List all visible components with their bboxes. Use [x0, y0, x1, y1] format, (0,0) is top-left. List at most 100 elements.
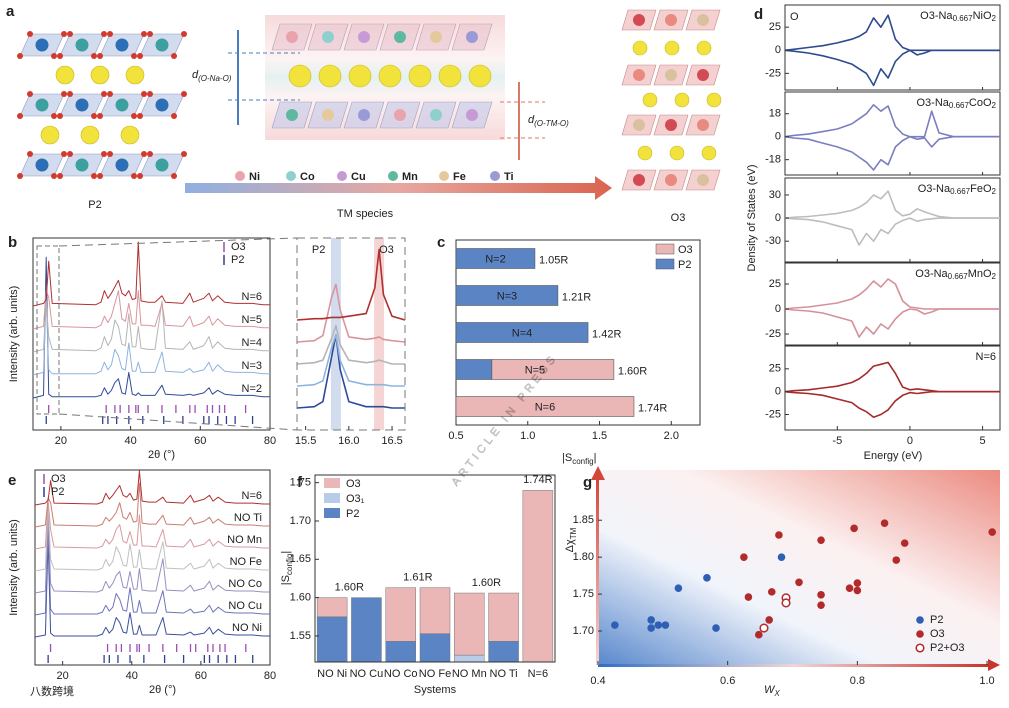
na-atom	[90, 65, 110, 85]
x-tick-label: 1.5	[592, 430, 607, 442]
text-part: d	[528, 114, 535, 126]
tm-atom	[322, 31, 334, 43]
tm-atom	[466, 109, 478, 121]
tm-atom	[155, 158, 169, 172]
category-label: N=5	[525, 364, 546, 376]
bar-segment	[316, 597, 348, 618]
x-axis-arrowhead	[988, 659, 1000, 671]
series-label: NO Ni	[232, 622, 262, 634]
legend-label: O3	[346, 478, 361, 490]
o-atom	[61, 151, 67, 157]
x-tick-label: NO Ni	[317, 668, 347, 680]
panel-title: O3-Na0.667NiO2	[920, 10, 996, 23]
o-atom	[181, 31, 187, 37]
tm-atom	[697, 69, 709, 81]
o-atom	[27, 31, 33, 37]
species-dot	[235, 171, 245, 181]
tm-atom	[665, 69, 677, 81]
p2-label: P2	[88, 199, 101, 211]
tm-atom	[697, 14, 709, 26]
x-tick-label: NO Mn	[452, 668, 487, 680]
plot-frame	[784, 177, 1001, 263]
na-atom	[669, 145, 685, 161]
text-part: MnO	[968, 268, 992, 280]
bar-segment	[455, 285, 559, 306]
x-tick-label: NO Cu	[350, 668, 384, 680]
panel-label: f	[297, 474, 303, 491]
data-line	[32, 241, 270, 307]
y-axis-label: ΔχTM	[564, 527, 578, 552]
series-label: N=4	[242, 337, 263, 349]
tm-atom	[430, 31, 442, 43]
x-tick-label: 0.5	[448, 430, 463, 442]
o-atom	[147, 151, 153, 157]
tm-atom	[155, 38, 169, 52]
o-atom	[171, 53, 177, 59]
species-label: Ti	[504, 171, 514, 183]
data-line	[784, 49, 1000, 87]
x-axis-bar	[598, 664, 988, 667]
o-atom	[97, 173, 103, 179]
x-tick-label: 15.5	[295, 435, 316, 447]
o-atom	[131, 173, 137, 179]
text-part: O3-Na	[916, 97, 949, 109]
text-part: |S	[280, 575, 292, 585]
x-tick-label: NO Ti	[490, 668, 518, 680]
o-atom	[101, 151, 107, 157]
data-line	[34, 526, 270, 616]
scatter-point	[777, 553, 786, 561]
series-label: N=3	[242, 360, 263, 372]
group-label: 1.60R	[335, 582, 364, 594]
tm-atom	[633, 69, 645, 81]
tm-arrow	[185, 176, 612, 200]
text-part: 2	[992, 101, 997, 110]
data-line	[296, 324, 405, 365]
y-tick-label: 0	[775, 303, 781, 315]
species-dot	[439, 171, 449, 181]
logo: 八数跨境	[30, 684, 74, 698]
scatter-point	[988, 528, 997, 536]
x-tick-label: 60	[194, 435, 206, 447]
na-atom	[125, 65, 145, 85]
o-atom	[181, 151, 187, 157]
o-atom	[137, 173, 143, 179]
panel-label: a	[6, 3, 15, 20]
plot-frame	[314, 474, 556, 663]
text-part: NiO	[973, 10, 992, 22]
y-axis-label: Intensity (arb. units)	[8, 519, 20, 616]
scatter-point	[740, 553, 748, 561]
y-tick-label: 30	[769, 189, 781, 201]
species-label: Mn	[402, 171, 418, 183]
scatter-point	[817, 601, 825, 609]
text-part: O3-Na	[920, 10, 953, 22]
tm-atom	[75, 38, 89, 52]
category-label: N=2	[485, 253, 506, 265]
data-line	[296, 333, 405, 387]
y-axis-label: |Sconfig|	[280, 551, 294, 585]
text-part: 2	[992, 14, 997, 23]
x-tick-label: 5	[980, 435, 986, 447]
o-atom	[97, 53, 103, 59]
bar-segment	[488, 641, 519, 663]
text-part: (O-TM-O)	[534, 119, 569, 128]
o-atom	[147, 31, 153, 37]
tm-atom	[665, 174, 677, 186]
o-atom	[137, 113, 143, 119]
text-part: |S	[562, 452, 572, 464]
species-label: Co	[300, 171, 315, 183]
tm-atom	[286, 31, 298, 43]
y-tick-label: 0	[775, 131, 781, 143]
x-tick-label: 20	[55, 435, 67, 447]
species-dot	[490, 171, 500, 181]
o-atom	[107, 31, 113, 37]
x-tick-label: 60	[195, 670, 207, 682]
bar-segment	[455, 396, 635, 417]
o-atom	[57, 53, 63, 59]
x-tick-label: N=6	[528, 668, 549, 680]
scatter-point	[703, 574, 711, 582]
tm-atom	[633, 119, 645, 131]
y-tick-label: 1.70	[573, 625, 594, 637]
scatter-point	[755, 630, 763, 639]
scatter-point	[817, 591, 825, 599]
phase-band	[330, 238, 341, 430]
